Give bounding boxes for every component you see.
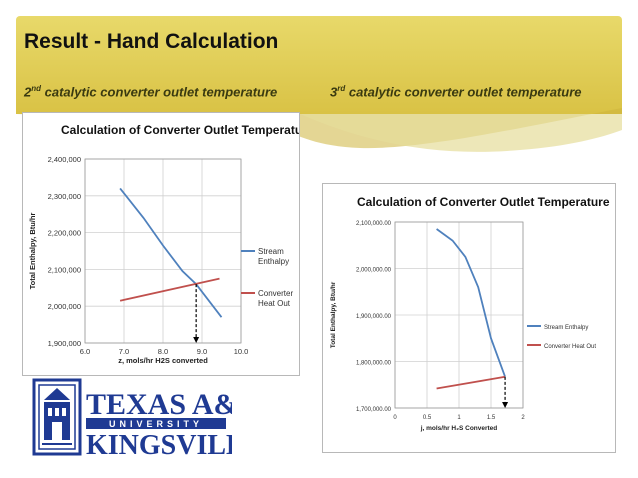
chart-right-xtick-label: 1 [457,415,461,421]
chart-left-ytick-label: 2,400,000 [48,155,81,164]
subtitle-right-num: 3 [330,84,338,100]
chart-right-ytick-label: 2,000,000.00 [356,268,392,274]
chart-left: Calculation of Converter Outlet Temperat… [22,112,300,376]
chart-right-xlabel: j, mols/hr H₂S Converted [420,425,498,432]
subtitle-left-text: catalytic converter outlet temperature [41,84,278,100]
header-band [16,16,622,114]
chart-left-legend-label: Stream [258,247,284,256]
chart-left-drop-arrowhead [193,337,200,343]
chart-right-xtick-label: 2 [521,415,525,421]
subtitle-left: 2nd catalytic converter outlet temperatu… [24,84,277,99]
chart-left-xlabel: z, mols/hr H2S converted [118,356,208,365]
chart-left-ytick-label: 2,100,000 [48,265,81,274]
chart-left-xtick-label: 8.0 [158,347,168,356]
chart-right-xtick-label: 0.5 [423,415,432,421]
chart-left-legend-label-cont: Heat Out [258,299,291,308]
subtitle-right: 3rd catalytic converter outlet temperatu… [330,84,581,99]
logo-line2: UNIVERSITY [109,419,203,429]
chart-left-series-stream-enthalpy [119,187,223,318]
subtitle-left-num: 2 [24,84,32,100]
university-logo: TEXAS A&M UNIVERSITY KINGSVILLE [32,378,232,458]
subtitle-right-text: catalytic converter outlet temperature [345,84,582,100]
subtitle-left-sup: nd [31,84,42,93]
logo-line3: KINGSVILLE [86,430,232,458]
chart-right-ytick-label: 1,700,000.00 [356,407,392,413]
chart-right-ylabel: Total Enthalpy, Btu/hr [330,281,337,348]
chart-left-ytick-label: 2,300,000 [48,192,81,201]
logo-line1: TEXAS A&M [86,388,232,421]
chart-right-plot-area [394,221,524,409]
chart-left-xtick-label: 7.0 [119,347,129,356]
chart-right-ytick-label: 2,100,000.00 [356,221,392,227]
chart-left-legend-label-cont: Enthalpy [258,257,289,266]
chart-right-ytick-label: 1,900,000.00 [356,314,392,320]
chart-right-ytick-label: 1,800,000.00 [356,361,392,367]
chart-left-legend-label: Converter [258,289,293,298]
chart-left-ytick-label: 2,000,000 [48,302,81,311]
chart-right-xtick-label: 0 [393,415,397,421]
chart-right-xtick-label: 1.5 [487,415,496,421]
chart-right-drop-arrowhead [502,402,509,408]
chart-left-xtick-label: 6.0 [80,347,90,356]
chart-left-svg: Calculation of Converter Outlet Temperat… [28,123,299,365]
slide-title: Result - Hand Calculation [24,30,279,53]
chart-left-xtick-label: 9.0 [197,347,207,356]
chart-right: Calculation of Converter Outlet Temperat… [322,183,616,453]
chart-left-series-converter-heat-out [119,277,220,302]
chart-right-series-converter-heat-out [436,375,506,390]
chart-right-legend-label: Stream Enthalpy [544,325,588,331]
subtitle-right-sup: rd [337,84,346,93]
chart-left-ylabel: Total Enthalpy, Btu/hr [28,213,37,290]
chart-left-ytick-label: 1,900,000 [48,339,81,348]
chart-right-series-stream-enthalpy [436,228,506,378]
chart-right-title: Calculation of Converter Outlet Temperat… [357,195,610,209]
chart-left-title: Calculation of Converter Outlet Temperat… [61,123,299,137]
chart-right-legend-label: Converter Heat Out [544,344,596,350]
chart-left-xtick-label: 10.0 [234,347,249,356]
chart-right-svg: Calculation of Converter Outlet Temperat… [330,195,610,432]
chart-left-ytick-label: 2,200,000 [48,229,81,238]
